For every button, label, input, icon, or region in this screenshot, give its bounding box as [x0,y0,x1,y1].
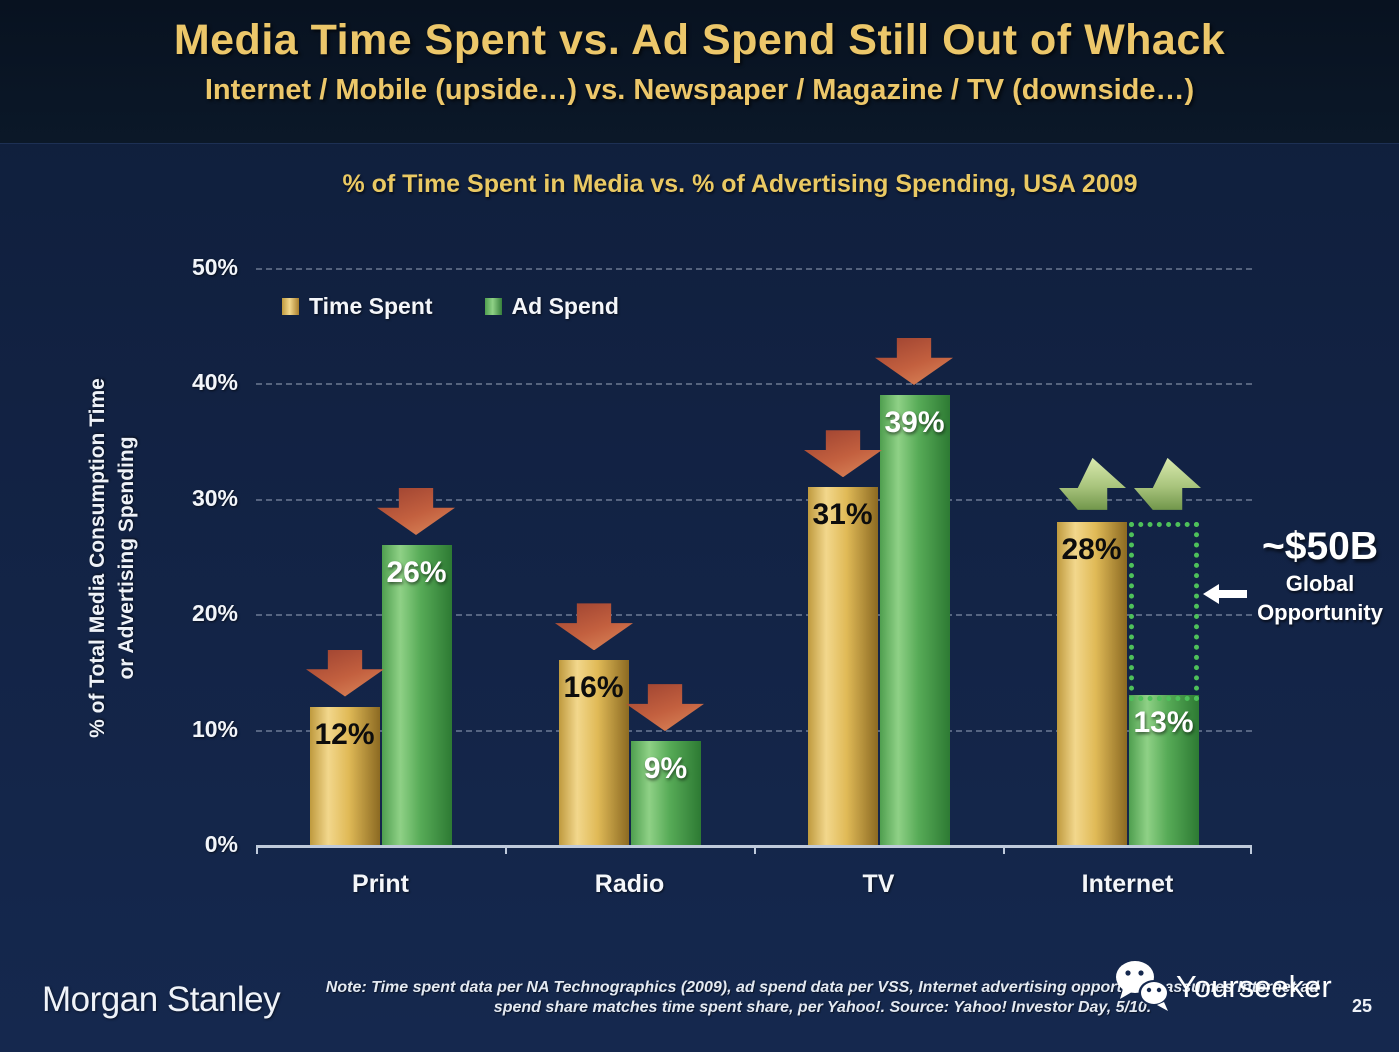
bar-time-spent-internet: 28% [1056,521,1127,845]
bar-value-label: 13% [1133,705,1194,739]
x-axis-tick [1003,847,1005,854]
source-note: Note: Time spent data per NA Technograph… [300,978,1345,1018]
wechat-icon [1116,961,1170,1011]
page-number: 25 [1352,996,1373,1016]
y-axis-tick-label: 30% [191,484,238,511]
y-axis-title-line1: % of Total Media Consumption Time [86,378,109,738]
bar-ad-spend-internet: 13% [1128,694,1199,845]
category-label-tv: TV [862,870,895,898]
watermark: Yourseeker [1114,960,1332,1014]
bar-value-label: 31% [812,498,873,532]
bar-value-label: 28% [1061,532,1122,566]
trend-arrow-down-icon [306,649,384,697]
chart-legend: Time Spent Ad Spend [282,293,619,320]
x-axis-tick [256,847,258,854]
bar-ad-spend-tv: 39% [879,394,950,845]
source-note-line2: spend share matches time spent share, pe… [493,999,1152,1016]
opportunity-amount: ~$50B [1261,525,1378,568]
bar-value-label: 26% [386,555,447,589]
y-axis-tick-label: 40% [191,369,238,396]
annotation-left-arrow-icon [1203,584,1247,604]
watermark-text: Yourseeker [1176,969,1332,1004]
plot-area: 12% 26% 16% 9% 31% 39% 28% 13% [256,268,1252,854]
gridline [256,383,1252,386]
gridline [256,268,1252,270]
bar-value-label: 12% [314,717,375,751]
trend-arrow-down-icon [377,487,455,535]
trend-arrow-down-icon [804,430,882,478]
y-axis-title-line2: or Advertising Spending [115,436,138,680]
bar-time-spent-radio: 16% [558,660,629,845]
gridline [256,729,1252,732]
opportunity-gap-box [1128,521,1199,701]
opportunity-label-line2: Opportunity [1257,600,1383,625]
legend-label: Ad Spend [511,293,619,319]
time-spent-swatch-icon [282,298,299,315]
gridline [256,498,1252,501]
y-axis-tick-label: 50% [191,254,238,280]
gridline [256,614,1252,617]
x-axis-tick [505,847,507,854]
morgan-stanley-logo: Morgan Stanley [42,980,281,1019]
bar-value-label: 16% [563,671,624,705]
y-axis-tick-label: 10% [191,715,238,742]
category-label-radio: Radio [594,870,665,898]
bar-time-spent-tv: 31% [807,487,878,845]
x-axis-tick [754,847,756,854]
source-note-line1: Note: Time spent data per NA Technograph… [325,979,1320,996]
slide-subtitle: Internet / Mobile (upside…) vs. Newspape… [204,74,1195,106]
slide-title: Media Time Spent vs. Ad Spend Still Out … [173,16,1226,64]
trend-arrow-up-icon [1059,457,1126,510]
opportunity-label-line1: Global [1285,571,1355,596]
legend-label: Time Spent [309,293,433,319]
trend-arrow-down-icon [626,684,704,732]
bar-value-label: 9% [643,752,688,786]
opportunity-annotation: ~$50B Global Opportunity [1242,525,1398,627]
y-axis-tick-label: 20% [191,600,238,627]
trend-arrow-down-icon [875,337,953,385]
trend-arrow-up-icon [1134,457,1201,510]
legend-item-ad-spend: Ad Spend [484,293,619,320]
slide-header: Media Time Spent vs. Ad Spend Still Out … [0,0,1399,144]
bar-value-label: 39% [884,405,945,439]
trend-arrow-down-icon [555,603,633,651]
y-axis-tick-label: 0% [204,831,238,857]
bar-ad-spend-print: 26% [381,544,452,845]
bar-ad-spend-radio: 9% [630,741,701,845]
category-label-print: Print [352,870,409,898]
legend-item-time-spent: Time Spent [282,293,433,320]
ad-spend-swatch-icon [484,298,502,315]
x-axis-tick [1250,847,1252,854]
category-label-internet: Internet [1081,870,1174,898]
chart-title: % of Time Spent in Media vs. % of Advert… [342,170,1138,198]
bar-time-spent-print: 12% [309,706,380,845]
